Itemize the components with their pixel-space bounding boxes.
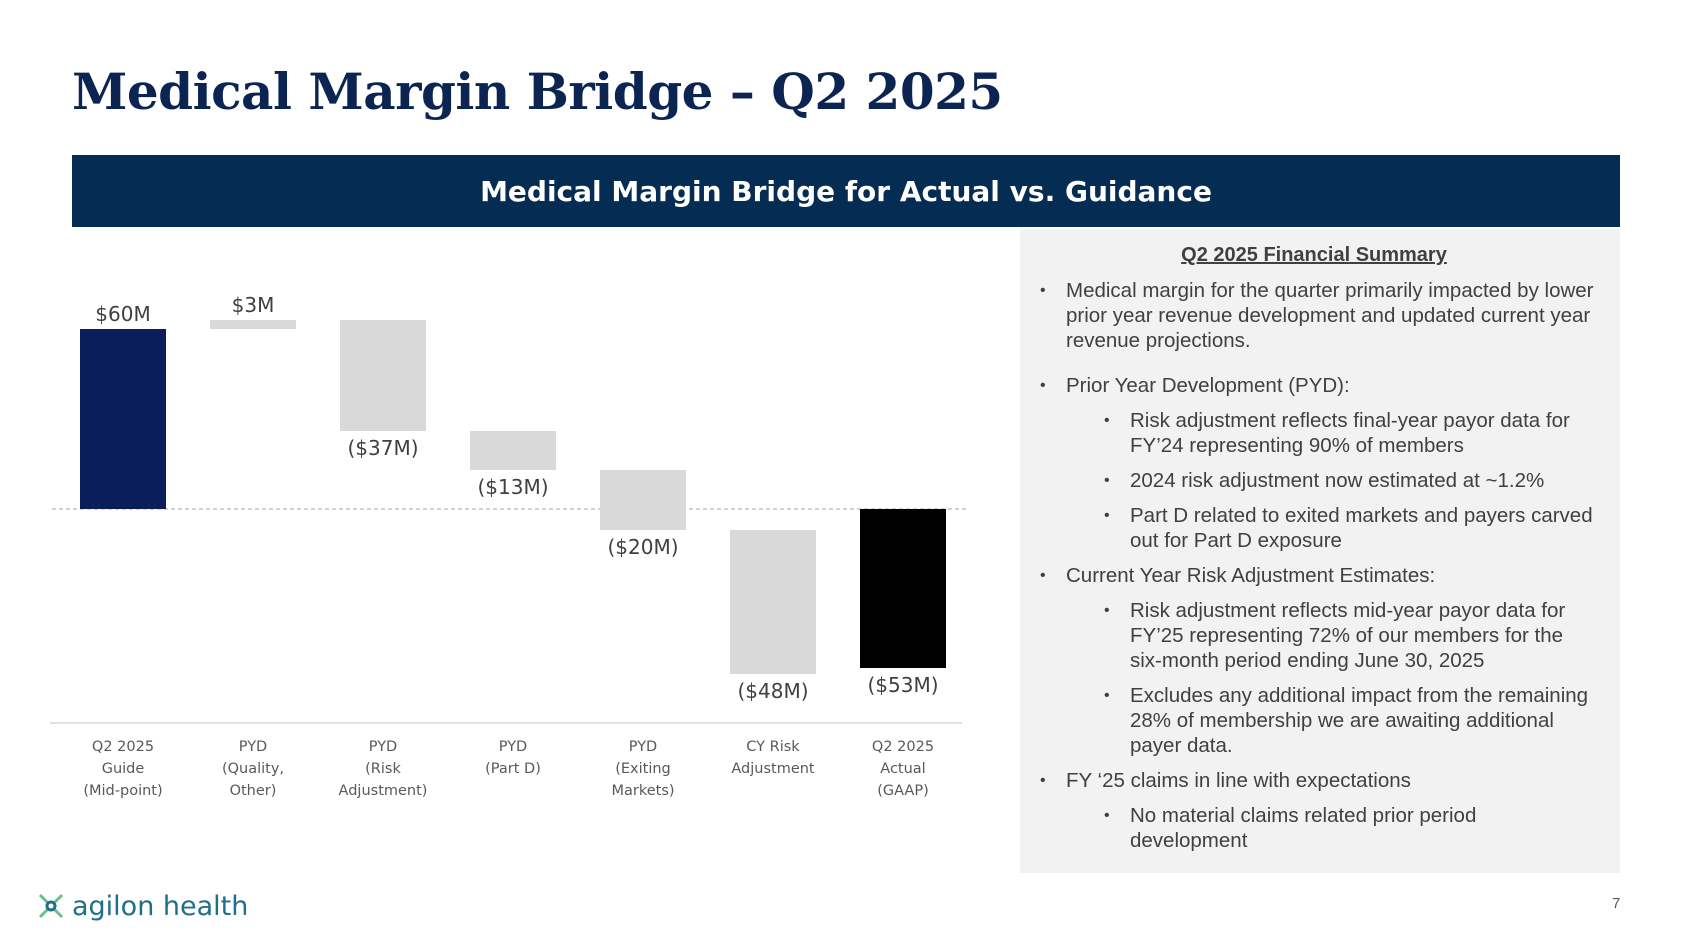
data-label-2: $3M <box>232 293 275 317</box>
category-label-3: Adjustment) <box>339 783 428 799</box>
summary-sub-bullet: Risk adjustment reflects final-year payo… <box>1030 408 1598 458</box>
data-label-7: ($53M) <box>867 673 938 697</box>
data-label-4: ($13M) <box>477 475 548 499</box>
bar-7 <box>860 509 946 668</box>
summary-sub-bullet: Part D related to exited markets and pay… <box>1030 503 1598 553</box>
category-label-5: (Exiting <box>615 761 671 777</box>
data-label-6: ($48M) <box>737 679 808 703</box>
category-label-5: Markets) <box>611 783 674 799</box>
category-label-1: (Mid-point) <box>83 783 162 799</box>
summary-bullet: Current Year Risk Adjustment Estimates: <box>1030 563 1598 588</box>
summary-sub-bullet: Excludes any additional impact from the … <box>1030 683 1598 758</box>
summary-heading: Q2 2025 Financial Summary <box>1181 244 1447 266</box>
data-label-1: $60M <box>95 302 150 326</box>
data-label-3: ($37M) <box>347 436 418 460</box>
logo-text: agilon health <box>72 890 249 922</box>
agilon-logo-icon <box>38 893 64 919</box>
category-label-3: (Risk <box>365 761 401 777</box>
category-label-1: Q2 2025 <box>92 739 154 755</box>
category-label-2: Other) <box>230 783 277 799</box>
chart-banner-title: Medical Margin Bridge for Actual vs. Gui… <box>480 174 1212 208</box>
bar-2 <box>210 320 296 329</box>
summary-sub-bullet: Risk adjustment reflects mid-year payor … <box>1030 598 1598 673</box>
page-number: 7 <box>1612 895 1621 912</box>
category-label-1: Guide <box>102 761 145 777</box>
company-logo: agilon health <box>34 889 248 923</box>
bar-3 <box>340 320 426 431</box>
category-label-2: PYD <box>239 739 267 755</box>
data-label-5: ($20M) <box>607 535 678 559</box>
summary-bullet: Medical margin for the quarter primarily… <box>1030 278 1598 353</box>
category-label-4: PYD <box>499 739 527 755</box>
category-label-4: (Part D) <box>485 761 541 777</box>
bar-5 <box>600 470 686 530</box>
category-label-3: PYD <box>369 739 397 755</box>
bar-1 <box>80 329 166 509</box>
chart-banner: Medical Margin Bridge for Actual vs. Gui… <box>72 155 1620 227</box>
bar-6 <box>730 530 816 674</box>
bar-4 <box>470 431 556 470</box>
page-title: Medical Margin Bridge – Q2 2025 <box>72 62 1003 121</box>
category-label-7: Q2 2025 <box>872 739 934 755</box>
category-label-6: CY Risk <box>746 739 800 755</box>
financial-summary-panel: Q2 2025 Financial Summary Medical margin… <box>1020 229 1620 873</box>
category-label-7: Actual <box>880 761 925 777</box>
summary-bullet: FY ‘25 claims in line with expectations <box>1030 768 1598 793</box>
category-label-2: (Quality, <box>222 761 284 777</box>
summary-bullet: Prior Year Development (PYD): <box>1030 373 1598 398</box>
summary-sub-bullet: 2024 risk adjustment now estimated at ~1… <box>1030 468 1598 493</box>
summary-sub-bullet: No material claims related prior period … <box>1030 803 1598 853</box>
category-label-5: PYD <box>629 739 657 755</box>
category-label-6: Adjustment <box>731 761 815 777</box>
waterfall-chart: $60M Q2 2025 Guide (Mid-point) $3M PYD (Qualit… <box>50 293 966 799</box>
category-label-7: (GAAP) <box>877 783 929 799</box>
